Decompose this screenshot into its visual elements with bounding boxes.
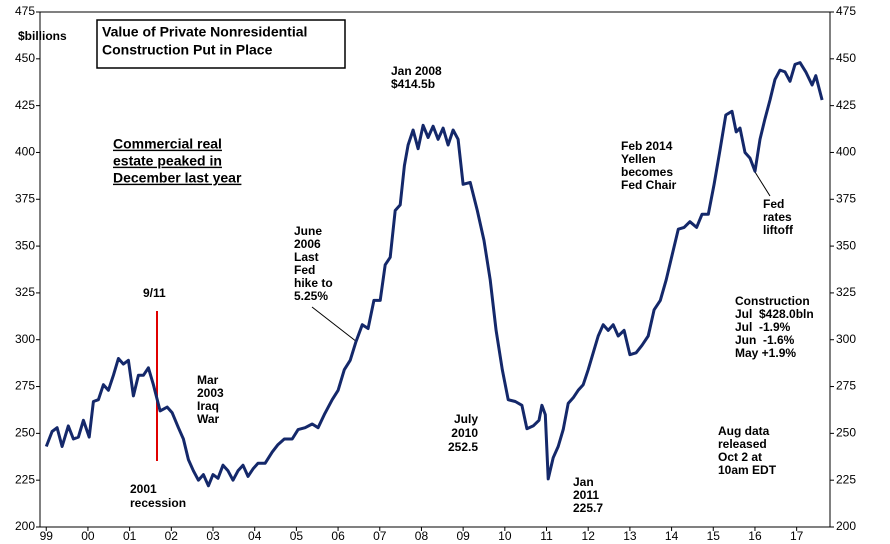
y2-tick-label: 450 [836,51,856,65]
x-tick-label: 16 [748,529,762,543]
y2-tick-label: 300 [836,332,856,346]
y2-tick-label: 350 [836,238,856,252]
annotation: $414.5b [391,77,435,91]
x-tick-label: 08 [415,529,429,543]
y-axis-label: $billions [18,29,67,43]
x-tick-label: 02 [165,529,179,543]
annotation: War [197,412,220,426]
annotation: Fed [763,197,784,211]
y-tick-label: 400 [15,145,35,159]
y2-tick-label: 475 [836,4,856,18]
data-line [44,61,824,488]
annotation: rates [763,210,792,224]
leader-line [311,306,358,343]
x-tick-label: 15 [707,529,721,543]
annotation: Feb 2014 [621,139,673,153]
annotation: Oct 2 at [718,450,762,464]
plot-frame [39,11,831,528]
annotation: Fed Chair [621,178,677,192]
annotation: Last [294,250,319,264]
annotation: Jul $428.0bln [735,307,814,321]
annotation: Iraq [197,399,219,413]
annotation: 2003 [197,386,224,400]
x-tick-label: 04 [248,529,262,543]
annotation: 9/11 [143,286,166,300]
y2-tick-label: 425 [836,98,856,112]
y-tick-label: 200 [15,519,35,533]
annotation: 2011 [573,488,599,502]
x-tick-label: 11 [540,529,553,543]
annotation: released [718,437,767,451]
annotation: estate peaked in [113,153,222,169]
y-tick-label: 475 [15,4,35,18]
y2-tick-label: 325 [836,285,856,299]
annotation: Construction [735,294,810,308]
annotation: Jun -1.6% [735,333,795,347]
annotation: Jul -1.9% [735,320,791,334]
x-tick-label: 01 [123,529,137,543]
annotation: 2006 [294,237,321,251]
annotation: hike to [294,276,333,290]
leader-line [754,171,771,197]
title-box [96,19,346,69]
y2-tick-label: 400 [836,145,856,159]
x-tick-label: 99 [40,529,54,543]
annotation: Jan 2008 [391,64,442,78]
annotation: Mar [197,373,219,387]
x-tick-label: 07 [373,529,387,543]
x-tick-label: 17 [790,529,804,543]
annotation: July [454,412,478,426]
y-tick-label: 325 [15,285,35,299]
y-tick-label: 300 [15,332,35,346]
y2-tick-label: 275 [836,379,856,393]
y-tick-label: 375 [15,191,35,205]
annotation: Yellen [621,152,656,166]
annotation: 5.25% [294,289,328,303]
y-tick-label: 250 [15,426,35,440]
annotation: June [294,224,322,238]
annotation: 2001 [130,482,157,496]
annotation: 10am EDT [718,463,777,477]
annotation: December last year [113,170,242,186]
y-tick-label: 350 [15,238,35,252]
annotation: liftoff [763,223,794,237]
annotation: Aug data [718,424,770,438]
y-tick-label: 225 [15,472,35,486]
x-tick-label: 03 [206,529,220,543]
annotation: recession [130,496,186,510]
annotation: 2010 [451,426,478,440]
x-tick-label: 09 [456,529,470,543]
annotation: Jan [573,475,594,489]
y2-tick-label: 200 [836,519,856,533]
y-tick-label: 450 [15,51,35,65]
annotation: Commercial real [113,136,222,152]
chart-title: Construction Put in Place [102,42,273,58]
annotation: Fed [294,263,315,277]
y-tick-label: 425 [15,98,35,112]
x-tick-label: 06 [331,529,345,543]
x-tick-label: 05 [290,529,304,543]
y2-tick-label: 250 [836,426,856,440]
annotation: May +1.9% [735,346,796,360]
chart-title: Value of Private Nonresidential [102,24,307,40]
x-tick-label: 00 [81,529,95,543]
x-tick-label: 14 [665,529,679,543]
y2-tick-label: 225 [836,472,856,486]
x-tick-label: 10 [498,529,512,543]
x-tick-label: 13 [623,529,637,543]
y2-tick-label: 375 [836,191,856,205]
annotation: 225.7 [573,501,603,515]
y-tick-label: 275 [15,379,35,393]
x-tick-label: 12 [582,529,596,543]
annotation: becomes [621,165,673,179]
annotation: 252.5 [448,440,478,454]
